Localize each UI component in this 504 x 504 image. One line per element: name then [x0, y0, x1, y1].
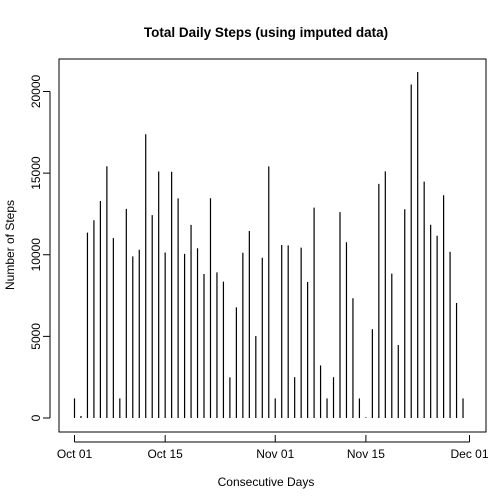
- y-axis: 0 5000 10000 15000 20000: [29, 74, 51, 421]
- x-tick-label: Oct 01: [57, 447, 93, 461]
- y-tick-label: 15000: [29, 156, 43, 190]
- y-tick-label: 0: [29, 414, 43, 421]
- x-tick-label: Oct 15: [147, 447, 183, 461]
- x-tick-label: Nov 15: [347, 447, 385, 461]
- x-tick-label: Nov 01: [256, 447, 294, 461]
- plot-frame: [58, 58, 487, 433]
- chart-title: Total Daily Steps (using imputed data): [144, 25, 388, 40]
- y-tick-label: 5000: [29, 323, 43, 350]
- bars-group: [73, 72, 464, 418]
- x-axis-label: Consecutive Days: [218, 475, 315, 489]
- y-tick-label: 20000: [29, 74, 43, 108]
- y-tick-label: 10000: [29, 238, 43, 272]
- y-axis-label: Number of Steps: [3, 200, 17, 290]
- x-tick-label: Dec 01: [450, 447, 488, 461]
- x-axis: Oct 01 Oct 15 Nov 01 Nov 15 Dec 01: [57, 435, 489, 461]
